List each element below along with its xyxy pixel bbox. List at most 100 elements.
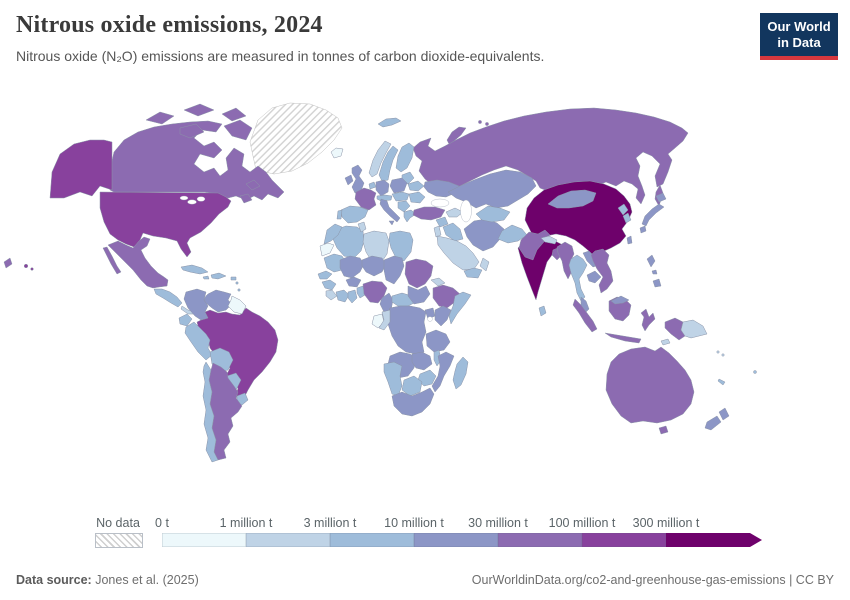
country-canada-island[interactable] xyxy=(223,119,253,141)
country-cambodia[interactable] xyxy=(586,270,602,284)
country-burkina-faso[interactable] xyxy=(345,276,362,288)
country-cuba[interactable] xyxy=(180,264,209,275)
legend-bin-1[interactable] xyxy=(246,533,330,547)
country-western-sahara[interactable] xyxy=(319,242,335,257)
country-malaysia-borneo[interactable] xyxy=(610,295,630,305)
country-turkey[interactable] xyxy=(412,206,446,221)
country-south-sudan[interactable] xyxy=(407,285,431,305)
country-guinea[interactable] xyxy=(321,279,337,291)
country-north-korea[interactable] xyxy=(617,203,629,216)
country-poland[interactable] xyxy=(389,177,408,194)
legend-no-data-swatch[interactable] xyxy=(95,533,143,548)
country-niger[interactable] xyxy=(361,255,387,277)
country-philippines-visayas[interactable] xyxy=(651,269,658,275)
country-russia-arctic-island[interactable] xyxy=(485,122,489,126)
country-solomon-islands[interactable] xyxy=(716,350,720,354)
country-greece[interactable] xyxy=(403,209,417,223)
country-uganda[interactable] xyxy=(424,307,436,320)
country-iraq[interactable] xyxy=(442,222,464,242)
country-sudan[interactable] xyxy=(404,258,434,289)
country-ecuador[interactable] xyxy=(178,313,193,327)
legend-bin-2[interactable] xyxy=(330,533,414,547)
country-czechia-hungary[interactable] xyxy=(391,191,410,202)
country-iceland[interactable] xyxy=(330,147,344,159)
country-madagascar[interactable] xyxy=(452,356,469,390)
country-timor-leste[interactable] xyxy=(660,338,671,346)
legend-bin-5[interactable] xyxy=(582,533,666,547)
country-botswana[interactable] xyxy=(401,375,423,397)
country-kazakhstan[interactable] xyxy=(447,169,537,209)
country-greenland[interactable] xyxy=(249,102,343,175)
country-usa[interactable] xyxy=(99,191,232,258)
country-papua-new-guinea[interactable] xyxy=(680,319,708,339)
country-mozambique[interactable] xyxy=(431,351,455,393)
country-eritrea[interactable] xyxy=(430,277,446,287)
country-guyanas[interactable] xyxy=(227,295,247,315)
legend-bin-6[interactable] xyxy=(666,533,762,547)
country-dr-congo[interactable] xyxy=(387,305,427,355)
country-russia-arctic-island[interactable] xyxy=(478,120,482,124)
country-philippines-mindanao[interactable] xyxy=(652,278,662,288)
country-china[interactable] xyxy=(524,180,633,259)
country-tunisia[interactable] xyxy=(357,221,367,233)
country-algeria[interactable] xyxy=(332,225,365,259)
country-zambia[interactable] xyxy=(411,351,433,371)
country-russia-novaya-zemlya[interactable] xyxy=(446,126,467,145)
country-mongolia[interactable] xyxy=(547,189,597,209)
country-puerto-rico[interactable] xyxy=(230,276,237,281)
country-syria[interactable] xyxy=(435,216,449,228)
country-caucasus[interactable] xyxy=(445,207,464,218)
country-australia-tasmania[interactable] xyxy=(658,425,669,435)
country-spain[interactable] xyxy=(340,205,369,224)
country-new-zealand-south[interactable] xyxy=(704,415,722,431)
country-solomon-islands[interactable] xyxy=(721,353,725,357)
country-ghana[interactable] xyxy=(347,289,358,304)
country-mexico[interactable] xyxy=(107,236,169,289)
country-canada-island[interactable] xyxy=(221,107,247,122)
country-indonesia-sumatra[interactable] xyxy=(572,298,598,333)
country-canada-island[interactable] xyxy=(183,103,215,117)
country-canada-island[interactable] xyxy=(145,111,175,125)
country-sri-lanka[interactable] xyxy=(538,305,547,317)
country-hispaniola[interactable] xyxy=(210,272,227,280)
country-lesser-antilles[interactable] xyxy=(237,288,241,292)
country-somalia[interactable] xyxy=(448,291,472,325)
legend-bin-4[interactable] xyxy=(498,533,582,547)
country-finland[interactable] xyxy=(395,142,415,173)
country-south-africa[interactable] xyxy=(391,387,435,417)
country-jordan-israel[interactable] xyxy=(433,225,442,238)
country-mali[interactable] xyxy=(339,255,365,279)
country-russia[interactable] xyxy=(412,107,689,205)
country-japan-hokkaido[interactable] xyxy=(655,192,667,203)
country-morocco[interactable] xyxy=(323,223,343,245)
country-canada-newfoundland[interactable] xyxy=(245,179,261,191)
country-canada-island[interactable] xyxy=(179,123,205,139)
country-romania[interactable] xyxy=(408,191,426,204)
country-peru[interactable] xyxy=(184,321,213,361)
country-vietnam[interactable] xyxy=(590,248,614,294)
country-senegal[interactable] xyxy=(317,270,333,280)
country-central-asia[interactable] xyxy=(475,205,511,223)
country-egypt[interactable] xyxy=(388,230,414,262)
country-japan-honshu[interactable] xyxy=(641,203,665,227)
country-portugal[interactable] xyxy=(336,209,343,220)
country-venezuela[interactable] xyxy=(203,289,233,313)
country-russia-wrap[interactable] xyxy=(3,257,13,269)
country-new-zealand-north[interactable] xyxy=(718,407,730,421)
country-canada-maritimes[interactable] xyxy=(239,193,253,204)
country-congo[interactable] xyxy=(378,309,391,331)
country-fiji[interactable] xyxy=(753,370,757,374)
legend-bin-0[interactable] xyxy=(162,533,246,547)
country-saudi-arabia[interactable] xyxy=(436,235,480,271)
country-indonesia-java[interactable] xyxy=(604,332,642,344)
country-afghanistan[interactable] xyxy=(497,224,528,244)
country-tanzania[interactable] xyxy=(425,329,451,353)
country-usa-alaska[interactable] xyxy=(49,139,113,199)
country-lesser-antilles[interactable] xyxy=(235,281,239,285)
country-australia[interactable] xyxy=(605,346,695,424)
country-jamaica[interactable] xyxy=(202,275,210,280)
country-nigeria[interactable] xyxy=(362,280,388,304)
country-chile[interactable] xyxy=(202,361,219,463)
country-japan-kyushu[interactable] xyxy=(639,225,647,234)
legend-bin-3[interactable] xyxy=(414,533,498,547)
